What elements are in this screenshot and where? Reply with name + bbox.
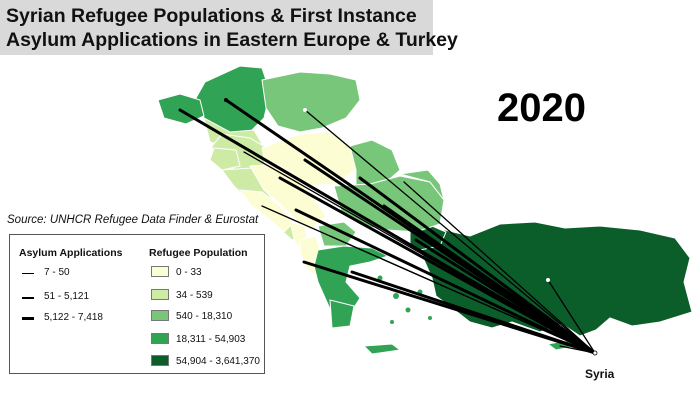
title-line-1: Syrian Refugee Populations & First Insta… — [6, 5, 417, 27]
legend-refugee-class-3: 540 - 18,310 — [176, 311, 233, 322]
legend-line-thick — [22, 317, 34, 320]
flow-line — [403, 181, 596, 354]
source-note: Source: UNHCR Refugee Data Finder & Euro… — [7, 214, 259, 226]
legend-swatch-4 — [151, 333, 169, 344]
flow-line — [178, 108, 597, 355]
origin-point — [224, 98, 228, 102]
legend-refugee-class-5: 54,904 - 3,641,370 — [176, 356, 260, 367]
legend-asylum-class-1: 7 - 50 — [44, 267, 70, 278]
flow-line — [278, 176, 597, 355]
region-ukraine — [261, 71, 361, 133]
legend-swatch-3 — [151, 310, 169, 321]
region-greece-peloponnese — [329, 299, 355, 329]
legend-line-medium — [22, 297, 34, 299]
legend-refugee-class-2: 34 - 539 — [176, 290, 213, 301]
region-moldova — [349, 139, 401, 187]
region-slovenia — [209, 147, 241, 171]
legend-swatch-5 — [151, 355, 169, 366]
flow-line — [547, 279, 596, 354]
flow-line — [559, 345, 596, 354]
island — [390, 320, 394, 324]
legend: Asylum Applications 7 - 50 51 - 5,121 5,… — [9, 234, 265, 374]
syria-point — [592, 350, 598, 356]
legend-asylum-title: Asylum Applications — [19, 247, 123, 259]
island — [393, 293, 399, 299]
flow-line — [382, 204, 597, 355]
legend-refugee-title: Refugee Population — [149, 247, 248, 259]
region-macedonia — [317, 221, 357, 247]
flow-line — [304, 109, 596, 354]
region-serbia — [249, 163, 327, 231]
island — [405, 307, 411, 313]
legend-swatch-1 — [151, 266, 169, 277]
region-bosnia — [238, 189, 295, 233]
island — [428, 316, 432, 320]
legend-refugee-class-1: 0 - 33 — [176, 267, 202, 278]
region-crete — [362, 343, 402, 355]
flow-line — [329, 235, 596, 354]
year-label: 2020 — [497, 86, 586, 130]
destination-label: Syria — [585, 367, 615, 381]
legend-asylum-class-3: 5,122 - 7,418 — [44, 312, 103, 323]
title-box: Syrian Refugee Populations & First Insta… — [0, 0, 458, 55]
flow-line — [294, 208, 597, 355]
flow-line — [358, 176, 597, 355]
island — [377, 275, 383, 281]
region-bulgaria-east — [399, 169, 445, 201]
region-turkey — [417, 221, 693, 337]
legend-asylum-class-2: 51 - 5,121 — [44, 291, 90, 302]
flow-line — [414, 238, 597, 355]
legend-swatch-2 — [151, 289, 169, 300]
title-line-2: Asylum Applications in Eastern Europe & … — [6, 29, 458, 51]
region-greece — [313, 245, 390, 319]
legend-line-thin — [22, 273, 34, 274]
flow-line — [350, 270, 597, 355]
flow-lines — [178, 98, 597, 355]
legend-refugee-class-4: 18,311 - 54,903 — [176, 334, 246, 345]
origin-point — [546, 278, 550, 282]
origin-point — [303, 108, 307, 112]
